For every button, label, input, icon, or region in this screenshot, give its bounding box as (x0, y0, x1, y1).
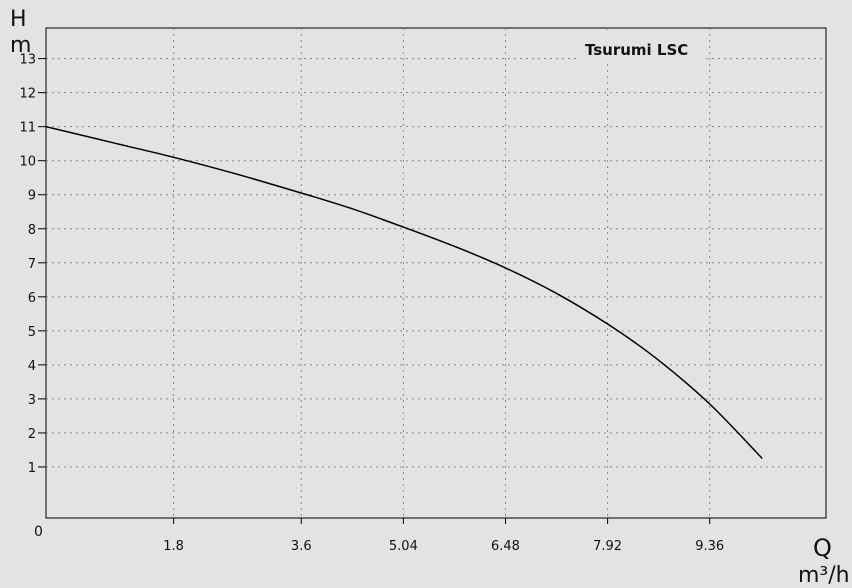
y-tick-label: 6 (28, 291, 36, 306)
x-tick-label: 7.92 (593, 539, 622, 554)
x-axis-ticks: 1.8 3.6 5.04 6.48 7.92 9.36 (163, 518, 724, 554)
y-tick-label: 7 (28, 257, 36, 272)
y-tick-label: 5 (28, 325, 36, 340)
x-tick-label: 5.04 (389, 539, 418, 554)
chart-title: Tsurumi LSC (585, 41, 688, 59)
x-tick-label: 6.48 (491, 539, 520, 554)
y-tick-label: 10 (19, 155, 36, 170)
y-tick-label: 3 (28, 393, 36, 408)
x-axis-label: Q (813, 534, 832, 562)
x-tick-label: 1.8 (163, 539, 184, 554)
x-tick-label: 9.36 (695, 539, 724, 554)
y-tick-label: 9 (28, 189, 36, 204)
x-tick-label: 3.6 (291, 539, 312, 554)
y-axis-unit: m (10, 33, 31, 58)
plot-area (45, 27, 827, 519)
y-axis-label: H (10, 7, 27, 32)
y-tick-label: 8 (28, 223, 36, 238)
y-tick-label: 13 (19, 53, 36, 68)
series-line (45, 125, 763, 459)
origin-label: 0 (34, 524, 43, 540)
y-tick-label: 2 (28, 427, 36, 442)
y-tick-label: 11 (19, 121, 36, 136)
series-label-background (578, 34, 702, 62)
y-tick-label: 12 (19, 87, 36, 102)
y-tick-label: 4 (28, 359, 36, 374)
x-axis-unit: m³/h (798, 563, 850, 588)
y-tick-label: 1 (28, 461, 36, 476)
